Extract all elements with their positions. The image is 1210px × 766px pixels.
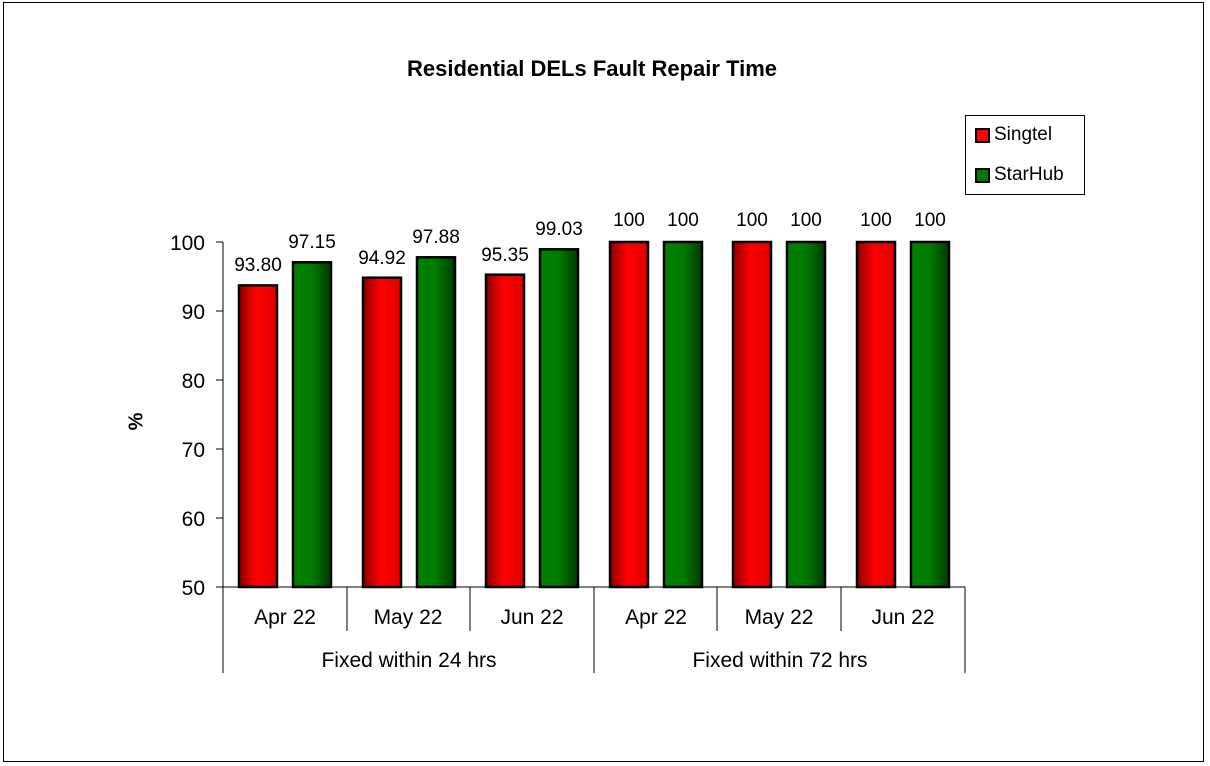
value-label-singtel: 100	[613, 210, 645, 231]
value-label-singtel: 95.35	[481, 245, 529, 266]
y-tick-70: 70	[182, 439, 205, 462]
bar-starhub	[785, 240, 827, 589]
bar-starhub	[415, 256, 457, 589]
value-label-singtel: 93.80	[234, 255, 282, 276]
x-month-label: Jun 22	[871, 606, 934, 629]
x-group-label-24hrs: Fixed within 24 hrs	[321, 649, 496, 672]
x-month-label: May 22	[745, 606, 814, 629]
bar-starhub	[909, 240, 951, 589]
bar-singtel	[361, 276, 403, 589]
bars-starhub	[291, 240, 951, 589]
value-label-starhub: 99.03	[535, 219, 583, 240]
singtel-swatch-icon	[975, 127, 990, 143]
bar-singtel	[731, 240, 773, 589]
value-label-starhub: 100	[914, 210, 946, 231]
value-label-singtel: 94.92	[358, 248, 406, 269]
bar-starhub	[538, 248, 580, 589]
legend-label-singtel: Singtel	[994, 124, 1053, 145]
y-axis: 100 90 80 70 60 50	[170, 232, 224, 673]
value-label-starhub: 100	[667, 210, 699, 231]
x-group-label-72hrs: Fixed within 72 hrs	[692, 649, 867, 672]
y-tick-80: 80	[182, 370, 205, 393]
x-month-label: Apr 22	[625, 606, 687, 629]
value-labels: 93.80 94.92 95.35 100 100 100 97.15 97.8…	[234, 210, 946, 276]
legend-item-starhub: StarHub	[975, 164, 1064, 186]
bars-singtel	[237, 240, 897, 589]
x-month-label: Jun 22	[500, 606, 563, 629]
y-tick-100: 100	[170, 232, 205, 255]
legend-label-starhub: StarHub	[994, 164, 1064, 185]
bar-starhub	[291, 261, 333, 589]
bar-singtel	[608, 240, 650, 589]
x-month-label: May 22	[374, 606, 443, 629]
bar-singtel	[237, 284, 279, 589]
bar-singtel	[855, 240, 897, 589]
y-tick-90: 90	[182, 301, 205, 324]
x-axis: Apr 22 May 22 Jun 22 Apr 22 May 22 Jun 2…	[223, 586, 966, 673]
value-label-starhub: 97.15	[288, 232, 336, 253]
y-tick-60: 60	[182, 508, 205, 531]
starhub-swatch-icon	[975, 167, 990, 183]
legend-item-singtel: Singtel	[975, 124, 1052, 146]
chart-frame	[3, 2, 1204, 762]
bar-singtel	[484, 273, 526, 589]
x-month-label: Apr 22	[254, 606, 316, 629]
y-tick-50: 50	[182, 577, 205, 600]
value-label-singtel: 100	[736, 210, 768, 231]
value-label-starhub: 97.88	[412, 227, 460, 248]
chart-title: Residential DELs Fault Repair Time	[406, 56, 778, 81]
legend: Singtel StarHub	[965, 115, 1085, 195]
value-label-starhub: 100	[790, 210, 822, 231]
bar-starhub	[662, 240, 704, 589]
value-label-singtel: 100	[860, 210, 892, 231]
